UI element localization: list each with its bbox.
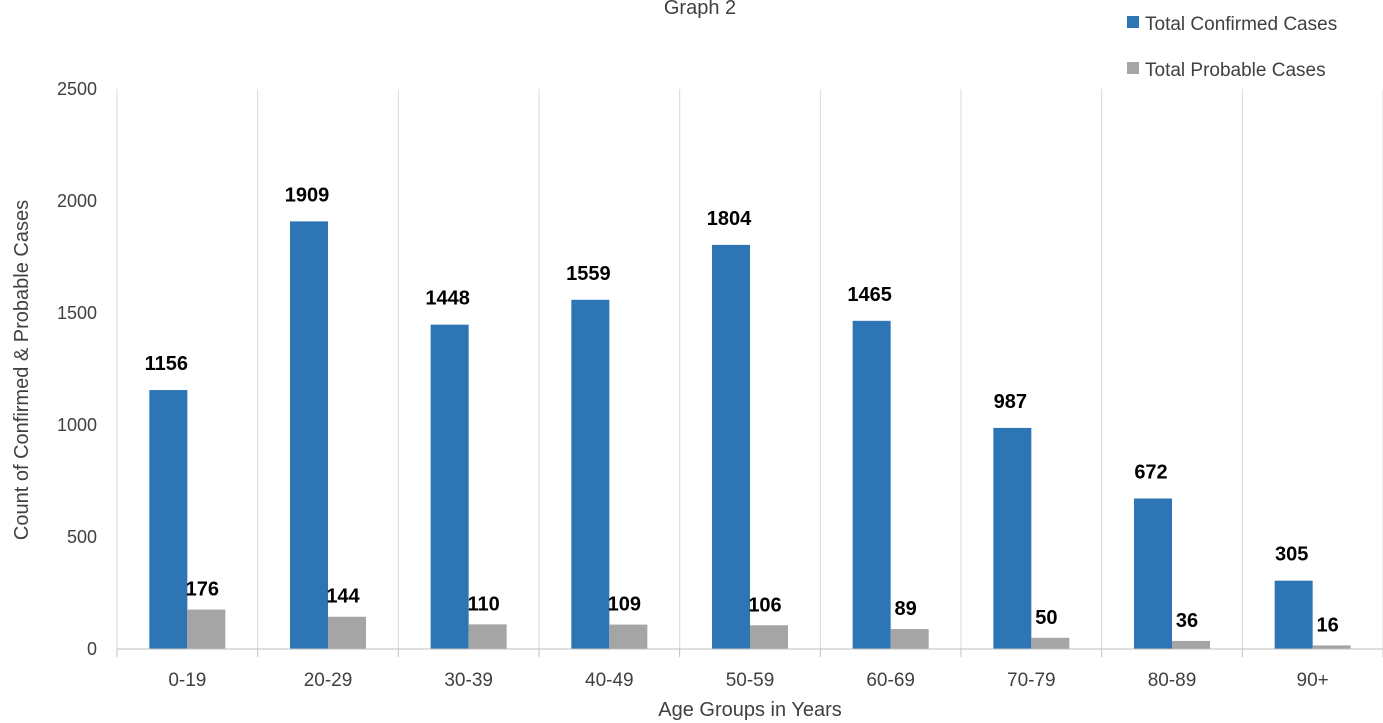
- data-label-confirmed: 1559: [566, 263, 611, 285]
- data-label-probable: 176: [186, 579, 219, 601]
- data-label-confirmed: 987: [994, 391, 1027, 413]
- bar-confirmed: [852, 320, 891, 649]
- x-category-label: 70-79: [1007, 670, 1056, 691]
- data-label-confirmed: 1804: [707, 208, 752, 230]
- bar-probable: [1172, 640, 1210, 649]
- bar-probable: [328, 616, 366, 649]
- x-category-label: 50-59: [726, 670, 775, 691]
- bar-confirmed: [1134, 498, 1172, 649]
- bar-confirmed: [993, 427, 1032, 649]
- legend-label-probable: Total Probable Cases: [1145, 60, 1326, 81]
- bar-confirmed: [571, 299, 610, 649]
- data-label-confirmed: 1465: [847, 284, 892, 306]
- data-label-probable: 50: [1035, 607, 1057, 629]
- bar-probable: [1031, 637, 1070, 649]
- y-tick-label: 0: [87, 639, 97, 659]
- bar-probable: [609, 624, 648, 649]
- data-labels: 1156 176 1909 144 1448 110 1559 109 1804 106 1465 8…: [145, 184, 1339, 636]
- data-label-confirmed: 305: [1275, 544, 1308, 566]
- legend-swatch-probable: [1127, 62, 1139, 74]
- data-label-probable: 89: [895, 598, 917, 620]
- y-axis-title: Count of Confirmed & Probable Cases: [11, 200, 33, 540]
- bar-confirmed: [1274, 580, 1313, 649]
- bar-probable: [468, 624, 507, 649]
- gridlines: [116, 89, 1383, 657]
- legend-label-confirmed: Total Confirmed Cases: [1145, 14, 1337, 35]
- data-label-confirmed: 672: [1134, 461, 1167, 483]
- data-label-confirmed: 1448: [425, 288, 470, 310]
- data-label-probable: 106: [748, 594, 781, 616]
- y-tick-label: 500: [67, 527, 97, 547]
- chart-title: Graph 2: [664, 0, 736, 19]
- bar-confirmed: [290, 221, 328, 649]
- data-label-confirmed: 1156: [145, 353, 188, 375]
- y-tick-label: 1500: [57, 303, 97, 323]
- bar-probable: [750, 625, 788, 649]
- x-category-label: 30-39: [444, 670, 493, 691]
- data-label-probable: 109: [608, 594, 641, 616]
- data-label-confirmed: 1909: [285, 184, 330, 206]
- bar-probable: [187, 609, 226, 649]
- legend: Total Confirmed Cases Total Probable Cas…: [1127, 14, 1337, 81]
- bar-confirmed: [712, 244, 750, 650]
- data-label-probable: 144: [326, 586, 360, 608]
- bar-probable: [890, 629, 929, 649]
- legend-swatch-confirmed: [1127, 16, 1139, 28]
- x-category-label: 80-89: [1148, 670, 1197, 691]
- x-category-label: 0-19: [168, 670, 206, 691]
- bars: [149, 221, 1351, 650]
- y-tick-label: 2000: [57, 191, 97, 211]
- y-tick-label: 1000: [57, 415, 97, 435]
- data-label-probable: 110: [468, 593, 500, 615]
- bar-confirmed: [149, 390, 188, 649]
- x-category-label: 60-69: [866, 670, 915, 691]
- x-category-label: 90+: [1297, 670, 1329, 691]
- x-category-label: 20-29: [304, 670, 353, 691]
- x-axis-categories: 0-19 20-29 30-39 40-49 50-59 60-69 70-79 80-89 9…: [168, 670, 1328, 691]
- y-tick-label: 2500: [57, 79, 97, 99]
- bar-confirmed: [430, 324, 469, 649]
- x-axis-title: Age Groups in Years: [658, 699, 841, 721]
- y-axis-ticks: 0 500 1000 1500 2000 2500: [57, 79, 97, 659]
- x-category-label: 40-49: [585, 670, 634, 691]
- data-label-probable: 16: [1317, 614, 1339, 636]
- bar-probable: [1312, 645, 1351, 649]
- data-label-probable: 36: [1176, 610, 1198, 632]
